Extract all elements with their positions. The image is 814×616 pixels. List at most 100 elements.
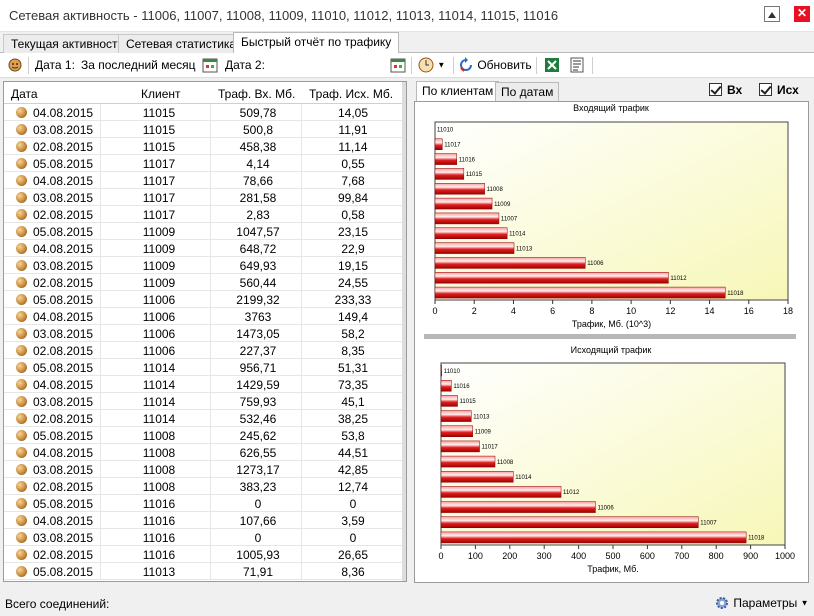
cell-client: 11008: [142, 480, 176, 494]
client-icon: [16, 311, 27, 322]
table-row[interactable]: 05.08.2015 11009 1047,57 23,15: [4, 223, 404, 240]
table-row[interactable]: 03.08.2015 11009 649,93 19,15: [4, 257, 404, 274]
bar-label: 11006: [587, 261, 604, 267]
bar: [440, 440, 480, 453]
table-row[interactable]: 04.08.2015 11016 107,66 3,59: [4, 512, 404, 529]
cell-client: 11016: [142, 514, 176, 528]
cell-date: 02.08.2015: [33, 548, 94, 562]
column-header-traffic-in[interactable]: Траф. Вх. Мб.: [218, 87, 296, 101]
tab-traffic-report[interactable]: Быстрый отчёт по трафику: [233, 32, 400, 54]
cell-traffic-in: 2,83: [246, 208, 270, 222]
table-row[interactable]: 03.08.2015 11006 1473,05 58,2: [4, 325, 404, 342]
checkbox-out-box[interactable]: [759, 83, 772, 96]
bar-label: 11015: [466, 172, 483, 178]
table-row[interactable]: 05.08.2015 11014 956,71 51,31: [4, 359, 404, 376]
date1-label: Дата 1:: [35, 58, 75, 72]
report-icon[interactable]: [569, 57, 585, 73]
table-row[interactable]: 03.08.2015 11015 500,8 11,91: [4, 121, 404, 138]
cell-date: 02.08.2015: [33, 412, 94, 426]
table-row[interactable]: 04.08.2015 11017 78,66 7,68: [4, 172, 404, 189]
bar-label: 11015: [460, 399, 477, 405]
table-row[interactable]: 03.08.2015 11017 281,58 99,84: [4, 189, 404, 206]
date1-value[interactable]: За последний месяц: [81, 58, 196, 72]
cell-traffic-out: 11,14: [338, 140, 368, 154]
bar: [434, 272, 669, 284]
client-icon: [16, 141, 27, 152]
table-row[interactable]: 05.08.2015 11013 71,91 8,36: [4, 563, 404, 580]
checkbox-out[interactable]: Исх: [759, 83, 799, 97]
x-tick-label: 8: [589, 306, 594, 316]
column-header-traffic-out[interactable]: Траф. Исх. Мб.: [309, 87, 394, 101]
bar: [440, 455, 496, 468]
table-row[interactable]: 02.08.2015 11017 2,83 0,58: [4, 206, 404, 223]
table-row[interactable]: 02.08.2015 11008 383,23 12,74: [4, 478, 404, 495]
table-row[interactable]: 04.08.2015 11008 626,55 44,51: [4, 444, 404, 461]
table-row[interactable]: 03.08.2015 11014 759,93 45,1: [4, 393, 404, 410]
restore-button[interactable]: [764, 6, 780, 22]
cell-client: 11017: [142, 208, 176, 222]
table-row[interactable]: 02.08.2015 11016 1005,93 26,65: [4, 546, 404, 563]
cell-traffic-out: 149,4: [337, 310, 369, 324]
table-row[interactable]: 03.08.2015 11016 0 0: [4, 529, 404, 546]
cell-traffic-out: 0: [349, 497, 357, 511]
cell-traffic-in: 107,66: [239, 514, 277, 528]
user-icon[interactable]: [7, 57, 23, 73]
cell-traffic-in: 281,58: [239, 191, 277, 205]
cell-traffic-in: 649,93: [239, 259, 277, 273]
splitter[interactable]: [424, 334, 796, 339]
table-row[interactable]: 05.08.2015 11016 0 0: [4, 495, 404, 512]
column-header-client[interactable]: Клиент: [141, 87, 181, 101]
x-tick-label: 0: [432, 306, 437, 316]
table-scrollbar[interactable]: [402, 82, 406, 581]
params-button[interactable]: Параметры ▼: [714, 595, 809, 611]
excel-export-icon[interactable]: [544, 57, 560, 73]
table-row[interactable]: 05.08.2015 11008 245,62 53,8: [4, 427, 404, 444]
cell-client: 11006: [142, 344, 176, 358]
cell-client: 11017: [142, 157, 176, 171]
bar-label: 11009: [494, 202, 511, 208]
client-icon: [16, 124, 27, 135]
table-row[interactable]: 04.08.2015 11006 3763 149,4: [4, 308, 404, 325]
tab-current-activity[interactable]: Текущая активность: [3, 34, 132, 53]
table-row[interactable]: 04.08.2015 11009 648,72 22,9: [4, 240, 404, 257]
cell-traffic-in: 71,91: [242, 565, 274, 579]
cell-traffic-in: 532,46: [239, 412, 277, 426]
params-label: Параметры: [733, 596, 798, 610]
cell-traffic-in: 3763: [244, 310, 272, 324]
table-row[interactable]: 02.08.2015 11014 532,46 38,25: [4, 410, 404, 427]
tab-by-dates[interactable]: По датам: [495, 82, 560, 101]
cell-traffic-in: 1473,05: [236, 327, 280, 341]
table-row[interactable]: 04.08.2015 11014 1429,59 73,35: [4, 376, 404, 393]
close-button[interactable]: ✕: [794, 6, 810, 22]
table-row[interactable]: 03.08.2015 11008 1273,17 42,85: [4, 461, 404, 478]
bar-label: 11008: [487, 187, 504, 193]
cell-date: 03.08.2015: [33, 123, 94, 137]
toolbar: Дата 1: За последний месяц Дата 2: ▼ Обн…: [0, 53, 814, 78]
checkbox-in[interactable]: Вх: [709, 83, 742, 97]
calendar-icon[interactable]: [202, 57, 218, 73]
table-row[interactable]: 02.08.2015 11015 458,38 11,14: [4, 138, 404, 155]
close-icon: ✕: [796, 6, 808, 20]
clock-dropdown-button[interactable]: ▼: [418, 57, 445, 73]
cell-date: 05.08.2015: [33, 361, 94, 375]
column-header-date[interactable]: Дата: [11, 87, 38, 101]
table-row[interactable]: 04.08.2015 11015 509,78 14,05: [4, 104, 404, 121]
table-row[interactable]: 02.08.2015 11006 227,37 8,35: [4, 342, 404, 359]
cell-date: 02.08.2015: [33, 480, 94, 494]
client-icon: [16, 277, 27, 288]
refresh-button[interactable]: Обновить: [458, 57, 532, 73]
plot-area: [434, 121, 789, 301]
bar-label: 11008: [497, 460, 514, 466]
tab-by-clients[interactable]: По клиентам: [416, 81, 500, 102]
table-row[interactable]: 05.08.2015 11017 4,14 0,55: [4, 155, 404, 172]
cell-traffic-in: 500,8: [242, 123, 274, 137]
calendar2-icon[interactable]: [390, 57, 406, 73]
checkbox-in-box[interactable]: [709, 83, 722, 96]
cell-traffic-out: 42,85: [337, 463, 369, 477]
tab-network-stats[interactable]: Сетевая статистика: [118, 34, 245, 53]
table-row[interactable]: 02.08.2015 11009 560,44 24,55: [4, 274, 404, 291]
table-row[interactable]: 05.08.2015 11006 2199,32 233,33: [4, 291, 404, 308]
cell-traffic-in: 1273,17: [236, 463, 280, 477]
cell-traffic-out: 8,36: [341, 565, 365, 579]
x-tick-label: 12: [665, 306, 675, 316]
